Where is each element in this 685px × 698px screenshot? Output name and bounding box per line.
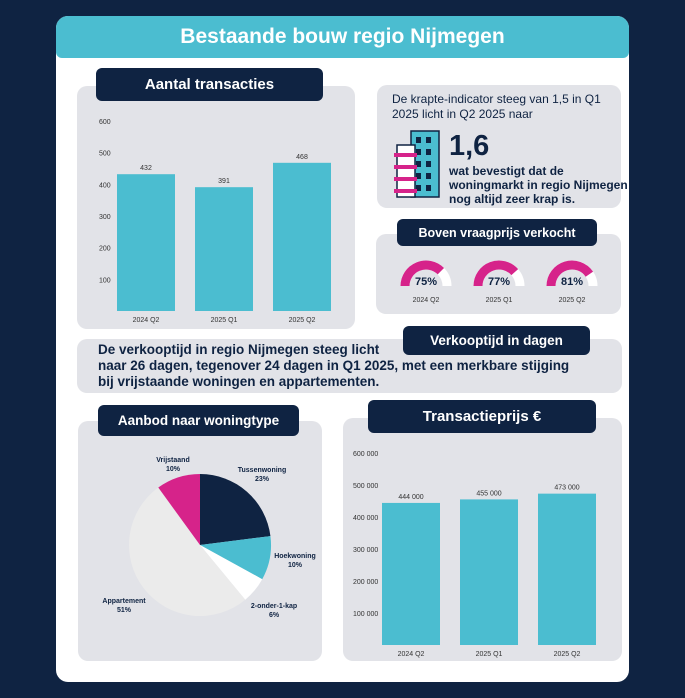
- transactions-heading: Aantal transacties: [96, 68, 323, 101]
- price-ytick: 600 000: [353, 451, 378, 458]
- gauge-fill: [400, 260, 445, 287]
- indicator-line2: woningmarkt in regio Nijmegen: [449, 178, 628, 192]
- price-bar: [538, 493, 596, 645]
- selltime-line2: naar 26 dagen, tegenover 24 dagen in Q1 …: [98, 358, 570, 373]
- pie-slice: [200, 536, 271, 580]
- selltime-line1: De verkooptijd in regio Nijmegen steeg l…: [98, 342, 380, 357]
- price-value-label: 455 000: [476, 490, 501, 497]
- pie-slice: [200, 474, 271, 545]
- asking-price-gauges: 75% 2024 Q2 77% 2025 Q1 81% 2025 Q2: [400, 260, 598, 304]
- gauge-fill: [546, 260, 594, 287]
- price-category-label: 2025 Q2: [554, 651, 581, 658]
- pie-label: 2-onder-1-kap: [251, 603, 297, 610]
- pie-label: Hoekwoning: [274, 553, 316, 560]
- supply-heading: Aanbod naar woningtype: [98, 405, 299, 436]
- gauge-label: 2025 Q2: [559, 297, 586, 304]
- indicator-value: 1,6: [449, 130, 490, 162]
- price-ytick: 500 000: [353, 483, 378, 490]
- pie-label: Tussenwoning: [238, 467, 286, 474]
- transactions-ytick: 600: [99, 119, 111, 126]
- transactions-category-label: 2025 Q1: [211, 317, 238, 324]
- pie-slice: [128, 487, 246, 616]
- price-value-label: 473 000: [554, 485, 579, 492]
- price-ytick: 400 000: [353, 515, 378, 522]
- apartment-building-icon: [394, 130, 440, 198]
- price-bar: [460, 499, 518, 645]
- price-category-label: 2024 Q2: [398, 651, 425, 658]
- transactions-ytick: 400: [99, 182, 111, 189]
- pie-pct: 6%: [269, 612, 280, 619]
- price-ytick: 300 000: [353, 547, 378, 554]
- transactions-ytick: 300: [99, 214, 111, 221]
- gauge-label: 2024 Q2: [413, 297, 440, 304]
- transactions-bar: [273, 162, 331, 311]
- price-value-label: 444 000: [398, 494, 423, 501]
- pie-pct: 10%: [166, 466, 181, 473]
- page-title: Bestaande bouw regio Nijmegen: [56, 16, 629, 58]
- transactions-value-label: 391: [218, 178, 230, 185]
- transactions-value-label: 468: [296, 154, 308, 161]
- supply-pie-chart: Tussenwoning 23% Hoekwoning 10% 2-onder-1-ka…: [102, 457, 316, 619]
- transactions-ytick: 500: [99, 151, 111, 158]
- indicator-line3: nog altijd zeer krap is.: [449, 192, 576, 206]
- pie-label: Vrijstaand: [156, 457, 189, 464]
- gauge-fill: [473, 260, 519, 287]
- gauge-value: 81%: [561, 276, 583, 288]
- pie-pct: 51%: [117, 607, 132, 614]
- selltime-heading: Verkooptijd in dagen: [403, 326, 590, 355]
- price-bar: [382, 502, 440, 645]
- price-category-label: 2025 Q1: [476, 651, 503, 658]
- transactions-ytick: 200: [99, 246, 111, 253]
- transactions-chart: 100 200 300 400 500 600 432 2024 Q2 391 2025 Q1 46…: [99, 119, 331, 324]
- asking-price-heading: Boven vraagprijs verkocht: [397, 219, 597, 246]
- indicator-line1: wat bevestigt dat de: [449, 164, 564, 178]
- gauge-value: 77%: [488, 276, 510, 288]
- price-ytick: 100 000: [353, 611, 378, 618]
- transactions-bar: [195, 187, 253, 311]
- pie-label: Appartement: [102, 598, 146, 605]
- pie-pct: 10%: [288, 562, 303, 569]
- asking-price-panel: [376, 234, 621, 314]
- price-chart: 100 000 200 000 300 000 400 000 500 000 600 0…: [353, 451, 596, 658]
- transactions-ytick: 100: [99, 277, 111, 284]
- price-ytick: 200 000: [353, 579, 378, 586]
- pie-pct: 23%: [255, 476, 270, 483]
- pie-slice: [200, 545, 263, 600]
- transactions-category-label: 2025 Q2: [289, 317, 316, 324]
- gauge-value: 75%: [415, 276, 437, 288]
- indicator-intro: De krapte-indicator steeg van 1,5 in Q1 …: [392, 92, 601, 121]
- pie-slice: [158, 474, 200, 545]
- price-heading: Transactieprijs €: [368, 400, 596, 433]
- transactions-bar: [117, 174, 175, 311]
- transactions-category-label: 2024 Q2: [133, 317, 160, 324]
- selltime-line3: bij vrijstaande woningen en appartemente…: [98, 374, 380, 389]
- gauge-label: 2025 Q1: [486, 297, 513, 304]
- transactions-value-label: 432: [140, 165, 152, 172]
